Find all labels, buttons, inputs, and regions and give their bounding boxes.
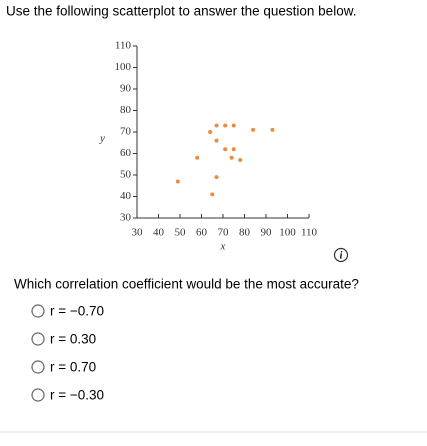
x-tick-label: 70 <box>218 227 230 239</box>
radio-button[interactable] <box>31 332 45 346</box>
radio-button[interactable] <box>31 388 45 402</box>
point <box>214 123 219 128</box>
y-tick-label: 90 <box>120 83 132 95</box>
x-tick-label: 60 <box>196 227 208 239</box>
point <box>195 155 200 160</box>
y-tick-label: 70 <box>120 126 132 138</box>
y-tick-label: 40 <box>120 190 132 202</box>
y-tick-label: 30 <box>120 212 132 224</box>
options: r = −0.70 r = 0.30 r = 0.70 r = −0.30 <box>31 304 104 403</box>
x-tick-label: 90 <box>261 227 273 239</box>
instruction: Use the following scatterplot to answer … <box>6 4 356 19</box>
y-axis-label: y <box>99 133 105 145</box>
point <box>270 127 275 132</box>
y-tick-label: 80 <box>120 104 132 116</box>
y-tick-label: 60 <box>120 147 132 159</box>
x-tick-label: 110 <box>301 227 318 239</box>
x-tick-label: 30 <box>132 227 144 239</box>
option-label[interactable]: r = −0.70 <box>50 304 104 319</box>
info-icon-glyph: i <box>340 250 343 261</box>
point <box>251 127 256 132</box>
point <box>229 155 234 160</box>
radio-button[interactable] <box>31 304 45 318</box>
point <box>231 123 236 128</box>
x-axis-label: x <box>220 241 226 253</box>
point <box>223 147 228 152</box>
option-label[interactable]: r = 0.30 <box>50 332 96 347</box>
y-tick-label: 100 <box>115 61 132 73</box>
point <box>208 130 213 134</box>
info-icon[interactable] <box>333 247 349 263</box>
question: Which correlation coefficient would be t… <box>14 277 359 292</box>
radio-button[interactable] <box>31 360 45 374</box>
scatterplot: y x 30 40 50 60 70 80 90 100 110 30 40 50 60 70 80 90 10… <box>99 40 318 253</box>
point <box>210 192 215 197</box>
point <box>175 179 180 184</box>
point <box>214 138 219 143</box>
point <box>223 123 228 128</box>
x-tick-label: 40 <box>153 227 165 239</box>
point <box>231 147 236 152</box>
x-tick-label: 100 <box>279 227 296 239</box>
point <box>214 175 219 180</box>
y-tick-label: 50 <box>120 169 132 181</box>
point <box>238 157 243 162</box>
option-label[interactable]: r = −0.30 <box>50 388 104 403</box>
y-tick-label: 110 <box>115 40 132 52</box>
x-tick-label: 80 <box>239 227 251 239</box>
x-tick-label: 50 <box>175 227 187 239</box>
option-label[interactable]: r = 0.70 <box>50 360 96 375</box>
